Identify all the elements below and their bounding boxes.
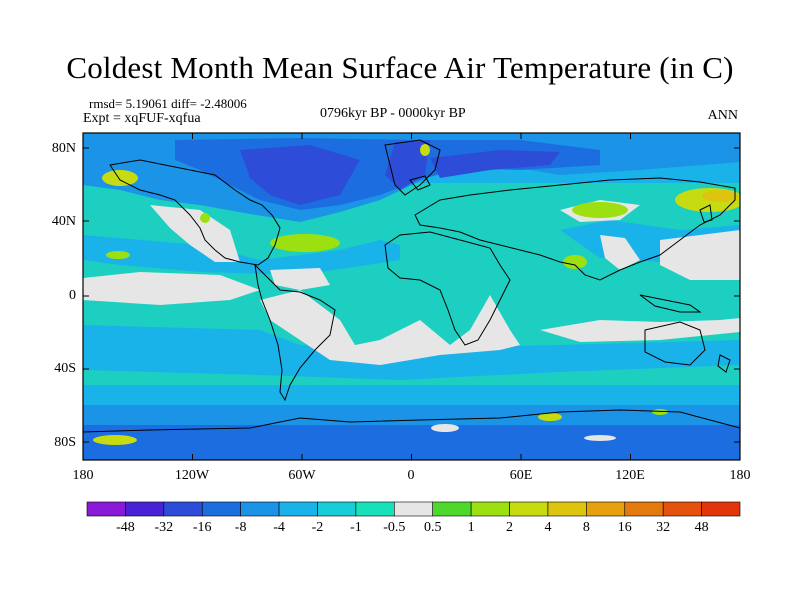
greenland-coast (384, 139, 441, 196)
antarctic-neutral-spot (431, 424, 459, 432)
colorbar (86, 501, 741, 517)
antarctic-cold-region (83, 425, 740, 460)
colorbar-tick-label: 1 (467, 520, 475, 535)
axis-ticks (82, 133, 741, 460)
caribbean-neutral (270, 268, 330, 290)
lat-label-80n: 80N (51, 141, 76, 156)
colorbar-swatch (432, 501, 472, 517)
colorbar-swatch (125, 501, 165, 517)
map-title: Coldest Month Mean Surface Air Temperatu… (66, 50, 734, 85)
north-pacific-atlantic-patch (83, 235, 400, 275)
colorbar-swatch (317, 501, 357, 517)
lon-label-180e: 180 (729, 468, 751, 483)
lat-label-eq: 0 (69, 288, 76, 303)
new-zealand-coast (717, 354, 731, 373)
colorbar-swatch (509, 501, 549, 517)
indian-ocean-neutral (540, 318, 740, 342)
colorbar-tick-label: -48 (116, 520, 135, 535)
colorbar-tick-label: -32 (154, 520, 174, 535)
temperature-field (83, 133, 740, 460)
antarctic-neutral-spot-2 (584, 435, 616, 441)
lon-label-60w: 60W (288, 468, 316, 483)
lon-label-120w: 120W (174, 468, 210, 483)
indonesia-coast (639, 294, 702, 313)
central-asia-warm-patch (572, 202, 628, 218)
colorbar-swatch (393, 501, 434, 517)
ross-sea-warm-patch (93, 435, 137, 445)
colorbar-swatch (624, 501, 664, 517)
western-na-neutral (150, 205, 240, 262)
season-label: ANN (707, 108, 738, 123)
east-asia-neutral (600, 235, 640, 270)
colorbar-tick-label: 0.5 (423, 520, 442, 535)
colorbar-tick-label: -16 (192, 520, 212, 535)
colorbar-tick-label: 2 (506, 520, 514, 535)
colorbar-tick-label: -0.5 (383, 520, 406, 535)
alaska-warm-patch (102, 170, 138, 186)
lon-label-60e: 60E (509, 468, 533, 483)
colorbar-tick-label: -1 (350, 520, 362, 535)
eurasia-coast (414, 177, 736, 281)
kamchatka-warm-core (702, 190, 738, 202)
lon-label-120e: 120E (615, 468, 645, 483)
japan-coast (699, 204, 713, 223)
colorbar-swatch (586, 501, 626, 517)
antarctic-coast-warm-spot (652, 409, 668, 415)
lon-label-0: 0 (407, 468, 415, 483)
tropical-pacific-neutral (83, 272, 260, 305)
colorbar-swatch (355, 501, 395, 517)
colorbar-swatch (240, 501, 280, 517)
antarctic-coast-warm-patch (538, 413, 562, 421)
britain-coast (409, 175, 431, 191)
coastlines (83, 139, 740, 433)
colorbar-tick-label: -8 (234, 520, 247, 535)
south-america-atlantic-neutral (260, 290, 520, 365)
eurasia-deep-cold (430, 150, 560, 178)
lon-label-180w: 180 (72, 468, 94, 483)
colorbar-tick-label: 4 (544, 520, 552, 535)
lat-label-40n: 40N (51, 214, 76, 229)
colorbar-swatch (163, 501, 203, 517)
colorbar-tick-label: -2 (311, 520, 324, 535)
colorbar-swatch (278, 501, 318, 517)
colorbar-swatch (547, 501, 587, 517)
rockies-warm-spot (200, 213, 210, 223)
greenland-warm-spot (420, 144, 430, 156)
australia-coast (644, 321, 706, 366)
experiment-label: Expt = xqFUF-xqfua (83, 111, 201, 126)
colorbar-tick-label: 16 (617, 520, 632, 535)
pacific-warm-patch (106, 251, 130, 259)
colorbar-swatch (86, 501, 126, 517)
colorbar-tick-label: -4 (273, 520, 285, 535)
south-america-coast (254, 263, 336, 402)
colorbar-swatch (662, 501, 702, 517)
colorbar-tick-label: 48 (694, 520, 709, 535)
colorbar-swatch (470, 501, 510, 517)
north-america-deep-cold (240, 145, 360, 205)
time-period-label: 0796kyr BP - 0000kyr BP (320, 106, 466, 121)
africa-coast (384, 231, 511, 346)
rmsd-diff-stats: rmsd= 5.19061 diff= -2.48006 (89, 96, 247, 111)
north-atlantic-warm-patch (270, 234, 340, 252)
lat-label-80s: 80S (54, 435, 76, 450)
northwest-pacific-neutral (660, 230, 740, 280)
colorbar-tick-label: 8 (582, 520, 590, 535)
india-warm-patch (563, 255, 587, 269)
colorbar-tick-label: 32 (656, 520, 671, 535)
antarctica-coast (83, 409, 740, 433)
lat-label-40s: 40S (54, 361, 76, 376)
north-america-coast (109, 159, 281, 266)
colorbar-swatch (201, 501, 241, 517)
colorbar-swatch (701, 501, 741, 517)
